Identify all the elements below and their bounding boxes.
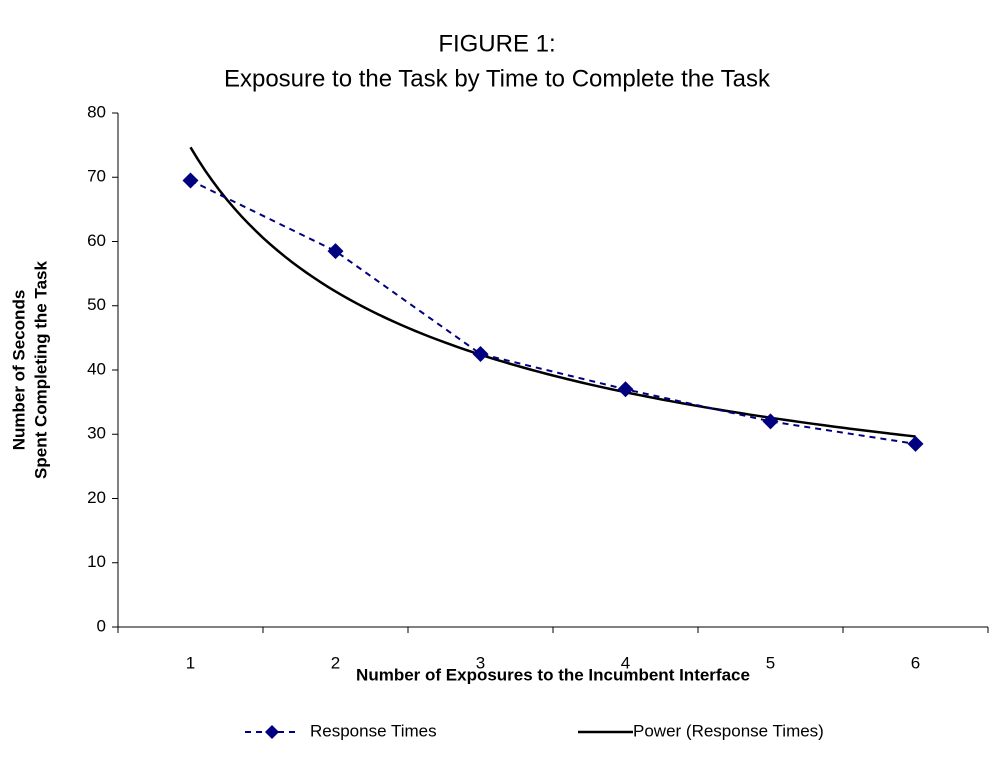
data-point xyxy=(327,243,344,260)
series-line xyxy=(190,179,916,445)
y-tick-label: 40 xyxy=(87,359,106,378)
y-tick-label: 70 xyxy=(87,167,106,186)
y-axis-title: Number of Seconds xyxy=(9,290,28,451)
chart-subtitle: Exposure to the Task by Time to Complete… xyxy=(224,65,771,92)
data-point xyxy=(907,435,924,452)
y-tick-label: 20 xyxy=(87,488,106,507)
x-tick-label: 6 xyxy=(911,653,920,672)
y-tick-label: 30 xyxy=(87,424,106,443)
x-axis-title: Number of Exposures to the Incumbent Int… xyxy=(356,665,750,684)
x-tick-label: 3 xyxy=(476,653,485,672)
y-axis-title: Spent Completing the Task xyxy=(31,261,50,479)
data-point xyxy=(617,381,634,398)
data-point xyxy=(762,413,779,430)
legend-marker xyxy=(265,725,279,739)
legend-label: Response Times xyxy=(310,721,437,740)
trendline xyxy=(189,146,916,438)
y-tick-label: 0 xyxy=(97,616,106,635)
x-tick-label: 4 xyxy=(621,653,630,672)
y-tick-label: 50 xyxy=(87,295,106,314)
chart-title: FIGURE 1: xyxy=(438,30,555,57)
data-point xyxy=(182,172,199,189)
x-tick-label: 1 xyxy=(186,653,195,672)
x-tick-label: 2 xyxy=(331,653,340,672)
y-tick-label: 80 xyxy=(87,102,106,121)
data-point xyxy=(472,345,489,362)
y-tick-label: 60 xyxy=(87,231,106,250)
x-tick-label: 5 xyxy=(766,653,775,672)
legend-label: Power (Response Times) xyxy=(633,721,824,740)
y-tick-label: 10 xyxy=(87,552,106,571)
